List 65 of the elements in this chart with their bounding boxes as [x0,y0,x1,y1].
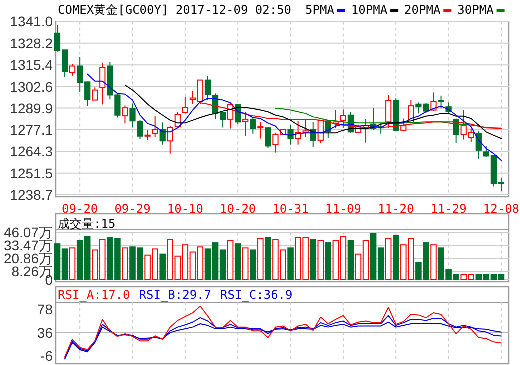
x-tick-label: 09-20 [62,202,98,216]
text: RSI_A:17.0 [58,288,130,302]
x-tick-label: 10-20 [220,202,256,216]
candlestick [69,64,76,76]
candlestick [250,116,256,134]
y-tick-label: 78 [37,302,54,318]
bar [242,248,249,280]
bar [258,238,264,280]
candlestick [122,105,128,124]
bar [69,248,76,280]
y-tick-label: -6 [40,348,54,364]
text: RSI_C:36.9 [220,288,293,302]
chart-title: COMEX黄金[GC00Y] 2017-12-09 02:50 [58,3,292,17]
line-series [64,315,502,359]
y-tick-label: 36 [37,324,54,341]
bar [392,235,400,280]
x-tick-label: 09-29 [114,202,151,216]
bar [385,238,392,280]
y-tick-label: 1341.0 [10,14,54,30]
candlestick [288,124,294,146]
y-tick-label: 1328.2 [10,35,54,52]
bar [227,240,234,280]
x-tick-label: 11-20 [378,202,414,216]
y-tick-label: 1315.4 [10,57,54,74]
bar [310,239,316,280]
candlestick [92,87,98,101]
chart-title: 成交量:15 [58,217,116,231]
line-series [64,306,502,358]
bar [234,244,242,280]
bar [250,250,256,280]
candlestick [204,76,212,101]
x-tick-label: 11-29 [430,202,467,216]
y-tick-label: 1251.5 [10,165,54,182]
line-series [64,322,502,360]
legend-label: 10PMA [351,3,388,17]
x-tick-label: 11-09 [325,202,362,216]
y-tick-label: 46.07万 [4,224,53,241]
x-tick-label: 10-10 [167,202,204,216]
y-tick-label: 1238.7 [10,187,54,203]
y-tick-label: 1264.3 [10,144,54,160]
bar [318,240,324,280]
candlestick [438,95,444,110]
bar [288,248,294,280]
candlestick [144,130,151,141]
candlestick [182,96,188,114]
candlestick [265,127,272,149]
candlestick [430,92,437,112]
series-label: RSI_B:29.7 [139,288,212,302]
y-tick-label: 1289.9 [10,100,54,116]
x-tick-label: 10-31 [272,202,309,216]
bar [348,240,354,280]
candlestick [100,62,106,106]
legend-label: 5PMA [306,3,336,17]
bar [430,244,437,280]
bar [122,248,128,280]
x-tick-label: 12-08 [483,202,520,216]
y-tick-label: 1277.1 [10,122,54,138]
legend-label: 20PMA [404,3,442,17]
candlestick [258,122,264,140]
y-tick-label: 1302.6 [10,78,54,95]
candlestick [152,116,158,138]
legend-label: 30PMA [458,3,495,17]
bar [160,254,166,280]
bar [265,237,272,280]
bar [325,242,332,280]
